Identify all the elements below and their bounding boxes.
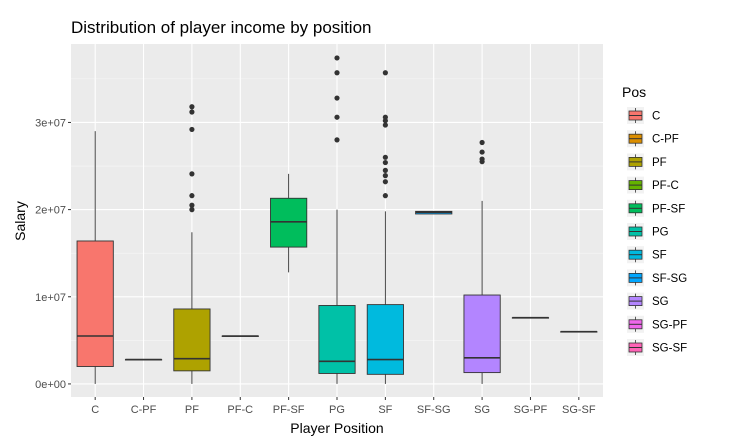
outlier-point bbox=[334, 70, 340, 76]
outlier-point bbox=[334, 137, 340, 143]
outlier-point bbox=[334, 55, 340, 61]
legend-label: SF-SG bbox=[652, 273, 687, 285]
outlier-point bbox=[382, 114, 388, 120]
legend-label: SG-SF bbox=[652, 343, 687, 355]
outlier-point bbox=[189, 171, 195, 177]
y-tick-label: 1e+07 bbox=[35, 292, 66, 304]
outlier-point bbox=[479, 149, 485, 155]
legend-item-sg-sf: SG-SF bbox=[627, 339, 687, 356]
x-tick-label: PG bbox=[329, 404, 345, 416]
legend-item-pf-sf: PF-SF bbox=[627, 199, 685, 217]
legend-item-pf-c: PF-C bbox=[627, 176, 679, 194]
outlier-point bbox=[382, 122, 388, 128]
outlier-point bbox=[382, 159, 388, 166]
outlier-point bbox=[382, 154, 388, 160]
outlier-point bbox=[334, 95, 340, 101]
outlier-point bbox=[189, 207, 195, 213]
box-sg bbox=[463, 139, 501, 384]
y-axis: 0e+00 1e+07 2e+07 3e+07 bbox=[35, 117, 71, 391]
legend-label: C bbox=[652, 111, 660, 123]
outlier-point bbox=[479, 156, 485, 162]
outlier-point bbox=[382, 70, 388, 76]
outlier-point bbox=[189, 193, 195, 199]
x-tick-label: SG-SF bbox=[562, 404, 596, 416]
outlier-point bbox=[382, 193, 388, 199]
legend-label: PF-C bbox=[652, 180, 679, 192]
boxes bbox=[76, 55, 598, 384]
x-tick-label: SF-SG bbox=[417, 404, 451, 416]
legend-item-sf-sg: SF-SG bbox=[627, 269, 687, 287]
box-pf-c bbox=[221, 335, 259, 337]
legend-label: C-PF bbox=[652, 134, 679, 146]
legend-label: SF bbox=[652, 250, 667, 262]
box-pf-sf bbox=[270, 173, 308, 273]
outlier-point bbox=[334, 114, 340, 120]
box-body bbox=[318, 305, 356, 374]
box-c bbox=[76, 131, 114, 384]
legend-item-sg-pf: SG-PF bbox=[627, 315, 687, 333]
legend-label: PF-SF bbox=[652, 203, 685, 215]
outlier-point bbox=[189, 126, 195, 133]
chart-title: Distribution of player income by positio… bbox=[71, 18, 371, 37]
legend-title: Pos bbox=[622, 84, 646, 100]
y-tick-label: 0e+00 bbox=[35, 379, 66, 391]
box-sg-sf bbox=[560, 330, 598, 333]
outlier-point bbox=[189, 104, 195, 110]
box-body bbox=[463, 294, 501, 374]
x-axis: C C-PF PF PF-C PF-SF PG SF SF-SG SG SG-PF SG-SF bbox=[91, 397, 596, 416]
x-tick-label: C-PF bbox=[131, 404, 157, 416]
outlier-point bbox=[382, 179, 388, 185]
legend-label: PG bbox=[652, 227, 669, 239]
y-tick-label: 3e+07 bbox=[35, 117, 66, 129]
legend-item-c: C bbox=[627, 107, 660, 124]
legend: Pos C C-PF PF PF-C PF-SF PG SF SF-SG SG SG-PF SG-S… bbox=[622, 84, 687, 356]
box-c-pf bbox=[124, 358, 163, 361]
x-tick-label: C bbox=[91, 404, 99, 416]
x-tick-label: PF-C bbox=[227, 404, 253, 416]
outlier-point bbox=[479, 139, 485, 146]
y-tick-label: 2e+07 bbox=[35, 205, 66, 217]
box-sg-pf bbox=[511, 316, 550, 319]
legend-label: SG-PF bbox=[652, 319, 687, 331]
box-pg bbox=[318, 55, 356, 384]
legend-label: PF bbox=[652, 157, 667, 169]
legend-item-sf: SF bbox=[627, 246, 667, 264]
x-tick-label: PF bbox=[185, 404, 199, 416]
outlier-point bbox=[382, 173, 388, 179]
box-sf-sg bbox=[415, 210, 453, 215]
outlier-point bbox=[382, 167, 388, 173]
box-body bbox=[270, 197, 308, 248]
box-sf bbox=[366, 70, 404, 384]
x-axis-title: Player Position bbox=[290, 420, 383, 436]
legend-item-sg: SG bbox=[627, 292, 669, 310]
legend-label: SG bbox=[652, 296, 669, 308]
x-tick-label: SF bbox=[378, 404, 392, 416]
legend-item-pg: PG bbox=[627, 223, 669, 240]
x-tick-label: SG-PF bbox=[514, 404, 548, 416]
outlier-point bbox=[189, 109, 195, 115]
box-body bbox=[173, 308, 211, 372]
legend-item-c-pf: C-PF bbox=[627, 130, 679, 148]
box-pf bbox=[173, 104, 211, 384]
legend-item-pf: PF bbox=[627, 153, 667, 171]
x-tick-label: PF-SF bbox=[273, 404, 305, 416]
x-tick-label: SG bbox=[474, 404, 490, 416]
outlier-point bbox=[189, 202, 195, 208]
box-body bbox=[76, 240, 114, 367]
y-axis-title: Salary bbox=[12, 201, 28, 241]
box-body bbox=[366, 304, 404, 375]
